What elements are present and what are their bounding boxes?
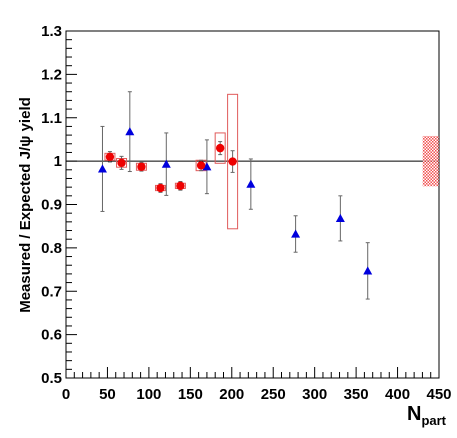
y-tick-label: 0.5 xyxy=(41,370,62,387)
y-tick-label: 1 xyxy=(54,153,62,170)
circle-marker xyxy=(176,181,185,191)
x-axis-title: Npart xyxy=(407,403,447,428)
circle-marker xyxy=(196,161,206,170)
triangle-marker xyxy=(202,162,212,171)
data-markers xyxy=(97,127,373,275)
circle-marker xyxy=(105,152,115,161)
y-tick-label: 1.2 xyxy=(41,66,62,83)
x-tick-label: 400 xyxy=(385,386,410,403)
x-tick-label: 50 xyxy=(99,386,116,403)
y-tick-label: 1.1 xyxy=(41,110,62,127)
circle-marker xyxy=(117,158,126,168)
triangle-marker xyxy=(246,179,256,188)
x-tick-label: 450 xyxy=(426,386,451,403)
y-axis-ticks xyxy=(66,30,77,379)
triangle-marker xyxy=(97,164,107,173)
y-tick-label: 0.9 xyxy=(41,197,62,214)
y-tick-label: 0.6 xyxy=(41,327,62,344)
y-axis-tick-labels: 0.5 0.6 0.7 0.8 0.9 1 1.1 1.2 1.3 xyxy=(41,23,62,387)
triangle-marker xyxy=(161,159,171,168)
x-tick-label: 0 xyxy=(62,386,70,403)
y-axis-title: Measured / Expected J/ψ yield xyxy=(17,97,34,313)
circle-marker xyxy=(215,143,225,153)
x-tick-label: 100 xyxy=(136,386,161,403)
x-tick-label: 250 xyxy=(261,386,286,403)
global-syst-box xyxy=(422,135,439,187)
triangle-marker xyxy=(363,266,373,275)
x-axis-title-subscript: part xyxy=(421,413,446,428)
x-axis-title-main: N xyxy=(407,403,421,425)
x-tick-label: 300 xyxy=(302,386,327,403)
x-tick-label: 350 xyxy=(344,386,369,403)
y-tick-label: 1.3 xyxy=(41,23,62,40)
global-systematic-box xyxy=(422,135,439,187)
circle-marker xyxy=(137,162,146,171)
circle-marker xyxy=(228,157,237,166)
triangle-marker xyxy=(125,127,135,136)
y-tick-label: 0.8 xyxy=(41,240,62,257)
circle-marker xyxy=(156,183,165,193)
y-tick-label: 0.7 xyxy=(41,283,62,300)
syst-box xyxy=(214,132,226,164)
x-axis-tick-labels: 0 50 100 150 200 250 300 350 400 450 xyxy=(62,386,452,403)
plot-frame xyxy=(65,30,440,379)
x-axis-ticks xyxy=(65,367,440,378)
x-tick-label: 200 xyxy=(219,386,244,403)
x-tick-label: 150 xyxy=(178,386,203,403)
triangle-marker xyxy=(335,213,345,222)
error-bars xyxy=(100,91,370,300)
syst-box xyxy=(227,93,239,230)
triangle-marker xyxy=(291,229,301,238)
